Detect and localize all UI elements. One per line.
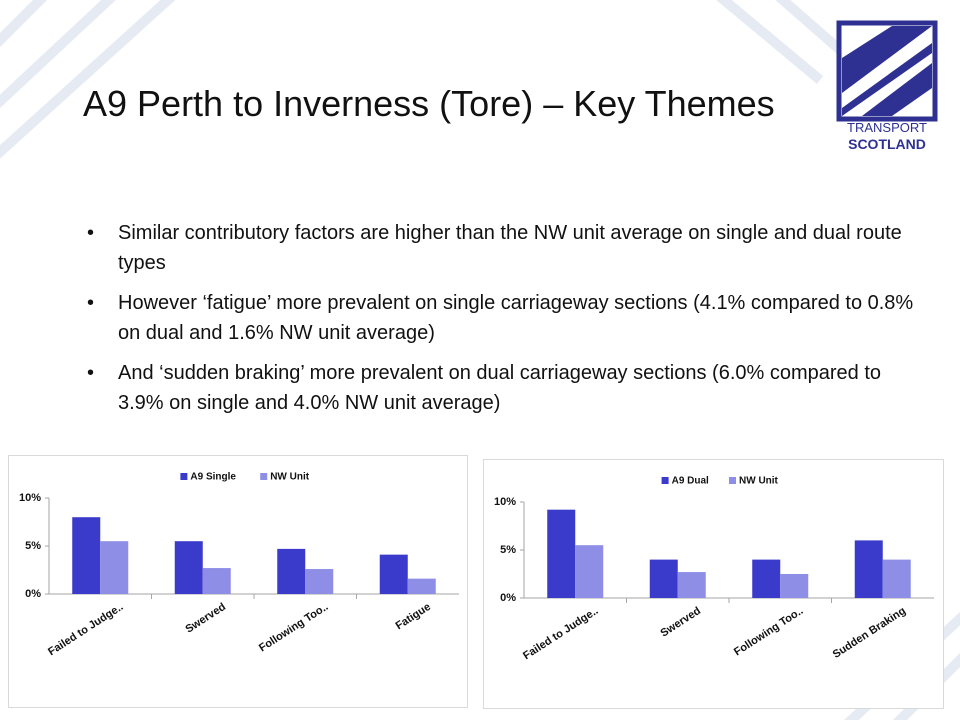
x-tick-label: Failed to Judge.. [521, 605, 600, 662]
logo-text: SCOTLAND [848, 136, 926, 152]
x-tick-label: Sudden Braking [831, 605, 908, 661]
y-tick-label: 10% [19, 492, 41, 504]
bullet: However ‘fatigue’ more prevalent on sing… [87, 288, 917, 348]
bullet: And ‘sudden braking’ more prevalent on d… [87, 358, 917, 418]
bar [174, 541, 203, 594]
legend-label: A9 Dual [672, 476, 709, 487]
x-tick-label: Fatigue [394, 601, 433, 632]
legend-swatch [729, 477, 736, 484]
bar [202, 568, 231, 594]
x-tick-label: Following Too.. [257, 601, 330, 655]
legend-label: A9 Single [190, 472, 236, 483]
chart: 0% 5% 10% A9 Single NW Unit Failed to Judge..… [8, 455, 468, 708]
bar [100, 541, 129, 594]
y-tick-label: 0% [500, 592, 516, 604]
legend-swatch [661, 477, 669, 484]
bar [305, 569, 334, 594]
bar [752, 559, 781, 598]
bar [854, 540, 883, 598]
bar [882, 559, 911, 598]
y-tick-label: 5% [500, 544, 516, 556]
logo: TRANSPORT SCOTLAND [836, 20, 938, 152]
legend-label: NW Unit [270, 472, 310, 483]
slide-title: A9 Perth to Inverness (Tore) – Key Theme… [83, 83, 775, 124]
x-tick-label: Swerved [658, 605, 702, 640]
bar [407, 578, 436, 594]
bar [379, 554, 408, 594]
bar [72, 517, 101, 594]
y-tick-label: 0% [25, 588, 41, 600]
y-tick-label: 10% [494, 496, 516, 508]
bullet: Similar contributory factors are higher … [87, 218, 917, 278]
bar [780, 574, 809, 598]
y-tick-label: 5% [25, 540, 41, 552]
logo-text: TRANSPORT [847, 120, 927, 135]
bar [649, 559, 678, 598]
bullet-list: Similar contributory factors are higher … [87, 218, 917, 428]
bar [677, 572, 706, 598]
bar [575, 545, 604, 598]
x-tick-label: Following Too.. [732, 605, 805, 659]
chart: 0% 5% 10% A9 Dual NW Unit Failed to Judge.. Sw… [483, 459, 944, 709]
bar [277, 548, 306, 594]
bar [547, 509, 576, 598]
x-tick-label: Failed to Judge.. [46, 601, 125, 658]
x-tick-label: Swerved [183, 601, 227, 636]
legend-swatch [260, 473, 268, 480]
legend-label: NW Unit [739, 476, 779, 487]
legend-swatch [180, 473, 188, 480]
